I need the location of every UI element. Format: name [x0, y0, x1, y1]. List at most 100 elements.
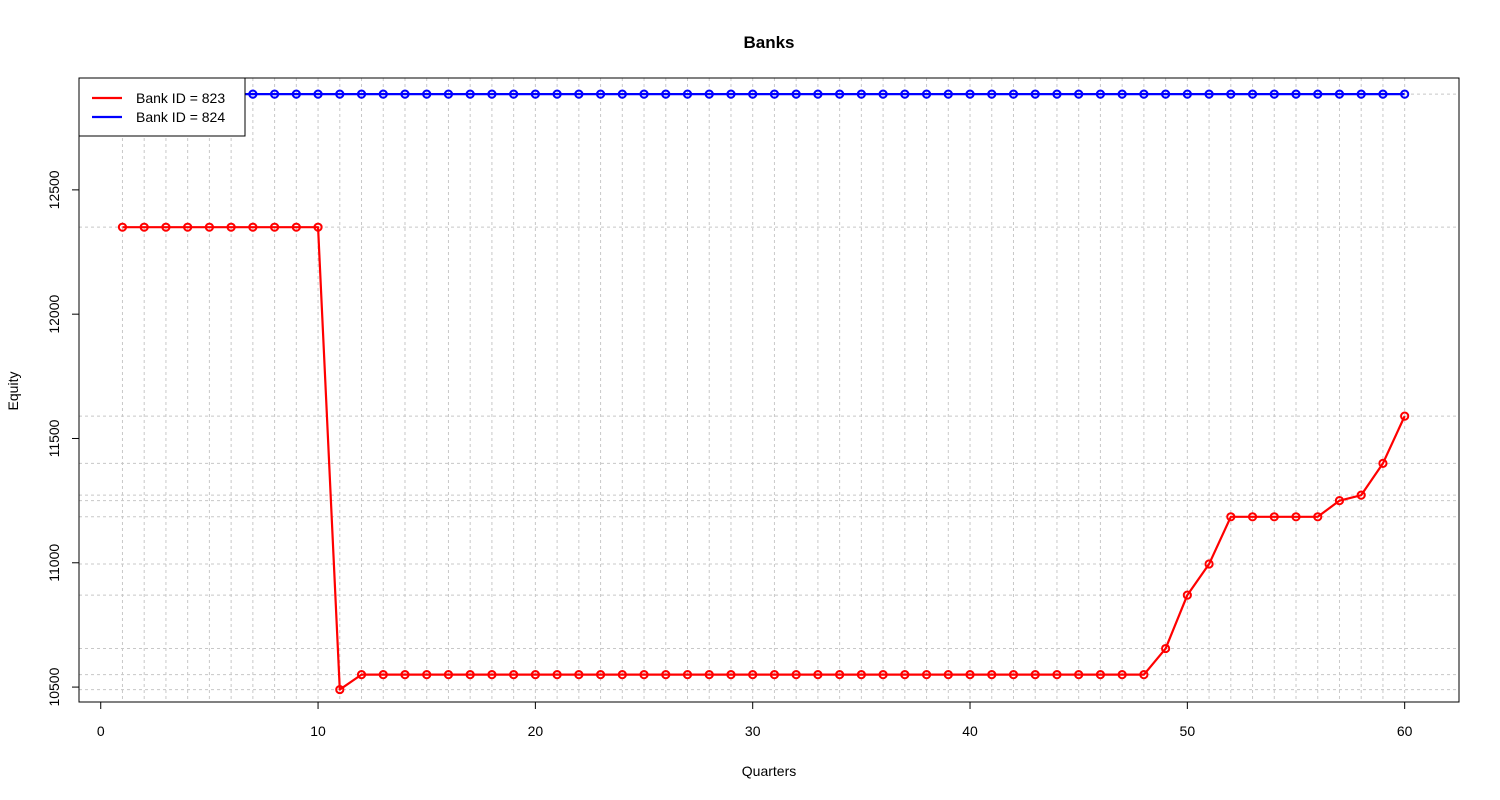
data-point-823-35 [856, 670, 866, 680]
data-point-824-37 [900, 89, 910, 99]
data-point-823-53 [1247, 512, 1258, 522]
data-point-823-4 [183, 222, 193, 232]
data-point-824-47 [1117, 89, 1127, 99]
data-point-823-54 [1269, 512, 1279, 522]
data-point-823-48 [1139, 670, 1149, 680]
data-point-823-9 [291, 222, 301, 232]
data-point-824-13 [378, 89, 388, 99]
data-point-824-40 [965, 89, 975, 99]
data-point-824-41 [987, 89, 997, 99]
data-point-824-42 [1008, 89, 1019, 99]
data-point-823-36 [878, 670, 888, 680]
data-point-824-39 [943, 89, 953, 99]
data-point-823-5 [204, 222, 214, 232]
data-point-823-8 [269, 222, 280, 232]
data-point-824-18 [487, 89, 497, 99]
y-tick-label-2: 11500 [46, 419, 62, 457]
data-point-823-24 [617, 670, 627, 680]
data-point-824-43 [1030, 89, 1040, 99]
data-point-824-48 [1139, 89, 1149, 99]
data-point-823-23 [595, 670, 606, 680]
data-point-824-32 [791, 89, 801, 99]
data-point-824-29 [726, 89, 736, 99]
data-point-823-31 [769, 670, 780, 680]
data-point-824-60 [1400, 89, 1410, 99]
data-point-824-34 [835, 89, 845, 99]
data-point-823-42 [1008, 670, 1019, 680]
legend-box [78, 77, 246, 137]
chart-title: Banks [743, 33, 794, 52]
data-point-824-36 [878, 89, 888, 99]
data-point-823-51 [1204, 559, 1214, 569]
data-point-823-60 [1400, 411, 1410, 421]
x-tick-label-2: 20 [528, 723, 544, 739]
data-point-823-18 [487, 670, 497, 680]
data-point-823-21 [552, 670, 562, 680]
data-point-824-20 [530, 89, 540, 99]
data-point-824-35 [856, 89, 866, 99]
series-824 [117, 89, 1410, 99]
data-point-823-16 [443, 670, 454, 680]
data-point-823-55 [1291, 512, 1301, 522]
data-point-824-28 [704, 89, 714, 99]
data-point-824-27 [682, 89, 693, 99]
data-point-823-39 [943, 670, 953, 680]
data-point-823-22 [574, 670, 584, 680]
legend: Bank ID = 823 Bank ID = 824 [78, 77, 246, 137]
data-point-824-25 [639, 89, 649, 99]
data-point-823-52 [1226, 512, 1236, 522]
data-point-824-17 [465, 89, 475, 99]
data-point-823-45 [1074, 670, 1084, 680]
data-point-824-24 [617, 89, 627, 99]
data-point-823-29 [726, 670, 736, 680]
data-point-823-32 [791, 670, 801, 680]
data-point-823-33 [813, 670, 823, 680]
series-823 [117, 222, 1410, 695]
data-point-824-46 [1095, 89, 1106, 99]
data-point-823-56 [1313, 512, 1323, 522]
data-point-824-54 [1269, 89, 1279, 99]
data-point-824-30 [748, 89, 758, 99]
data-point-824-16 [443, 89, 454, 99]
data-point-824-10 [313, 89, 323, 99]
data-point-824-57 [1334, 89, 1345, 99]
data-point-824-15 [422, 89, 432, 99]
data-point-824-11 [335, 89, 345, 99]
data-point-823-27 [682, 670, 693, 680]
plot-border [78, 77, 1460, 703]
data-point-824-53 [1247, 89, 1258, 99]
x-tick-label-5: 50 [1180, 723, 1196, 739]
axes: 0 10 20 30 40 50 60 10500 11000 11500 12000 12500 [46, 170, 1413, 739]
data-point-824-38 [921, 89, 932, 99]
data-point-824-51 [1204, 89, 1214, 99]
data-point-823-57 [1334, 496, 1345, 506]
data-point-824-8 [269, 89, 280, 99]
data-point-823-14 [400, 670, 410, 680]
y-tick-label-4: 12500 [46, 170, 62, 209]
data-point-823-59 [1378, 458, 1388, 468]
data-point-823-46 [1095, 670, 1106, 680]
data-point-824-19 [509, 89, 519, 99]
data-point-823-3 [161, 222, 171, 232]
legend-label-823: Bank ID = 823 [136, 90, 225, 106]
data-point-824-44 [1052, 89, 1062, 99]
data-point-823-20 [530, 670, 540, 680]
data-point-823-30 [748, 670, 758, 680]
y-tick-label-0: 10500 [46, 667, 62, 706]
x-tick-label-4: 40 [962, 723, 978, 739]
data-point-823-44 [1052, 670, 1062, 680]
data-point-823-7 [248, 222, 258, 232]
data-point-824-21 [552, 89, 562, 99]
data-point-824-26 [661, 89, 671, 99]
data-point-824-58 [1356, 89, 1366, 99]
series-layer [117, 89, 1410, 695]
data-point-824-12 [356, 89, 367, 99]
data-point-823-15 [422, 670, 432, 680]
y-tick-label-3: 12000 [46, 294, 62, 333]
data-point-824-22 [574, 89, 584, 99]
data-point-823-11 [335, 684, 345, 695]
data-point-823-13 [378, 670, 388, 680]
data-point-823-1 [117, 222, 128, 232]
data-point-823-12 [356, 670, 367, 680]
